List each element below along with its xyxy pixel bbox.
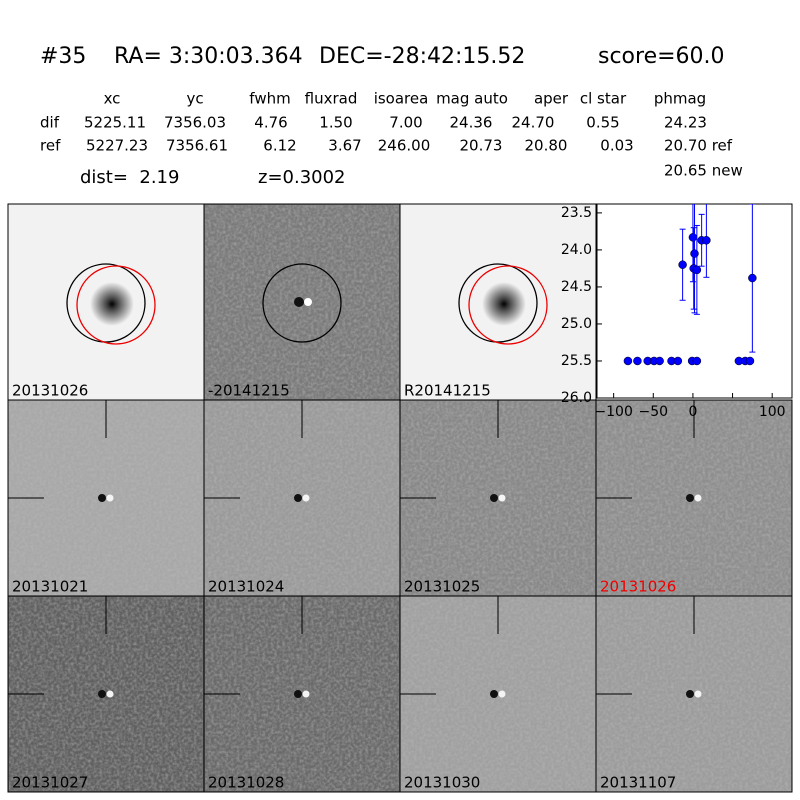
dipole-light: [302, 494, 310, 502]
table-cell: 5227.23: [86, 137, 148, 155]
column-header: cl star: [580, 90, 627, 108]
redshift: z=0.3002: [258, 167, 346, 188]
column-header: fwhm: [249, 90, 290, 108]
data-point: [678, 260, 687, 269]
data-point: [745, 356, 755, 366]
table-cell: 1.50: [319, 114, 352, 132]
table-cell: 20.73: [460, 137, 503, 155]
dipole-dark: [294, 494, 302, 502]
distance: dist= 2.19: [80, 167, 179, 188]
column-header: aper: [534, 90, 569, 108]
x-tick-label: 0: [688, 404, 697, 420]
y-tick-label: 25.0: [561, 316, 592, 332]
aperture-ref: [66, 263, 146, 343]
panel-label: 20131027: [12, 774, 88, 792]
y-tick-label: 26.0: [561, 390, 592, 406]
data-point: [702, 236, 711, 245]
table-cell: 20.80: [525, 137, 568, 155]
panel-label: 20131025: [404, 578, 480, 596]
data-point: [692, 265, 702, 275]
aperture-ref: [262, 263, 342, 343]
table-cell: 4.76: [254, 114, 287, 132]
column-header: mag auto: [436, 90, 508, 108]
x-tick-label: 100: [759, 404, 786, 420]
panel-label: 20131030: [404, 774, 480, 792]
dipole-dark: [490, 494, 498, 502]
object-id: #35: [40, 44, 86, 69]
dipole-dark: [686, 690, 694, 698]
table-cell: 6.12: [263, 137, 296, 155]
dipole-light: [302, 690, 310, 698]
table-cell: 20.70 ref: [664, 137, 733, 155]
table-cell: 7356.03: [164, 114, 226, 132]
column-header: fluxrad: [305, 90, 358, 108]
column-header: yc: [186, 90, 203, 108]
table-cell: 24.23: [664, 114, 707, 132]
dipole-dark: [294, 690, 302, 698]
dipole-light: [106, 690, 114, 698]
table-cell: 24.36: [450, 114, 493, 132]
aperture-new: [76, 265, 156, 345]
dipole-light: [694, 690, 702, 698]
column-header: xc: [104, 90, 121, 108]
row-label: dif: [40, 114, 60, 132]
column-header: isoarea: [374, 90, 429, 108]
data-point: [655, 356, 664, 366]
dipole-dark: [98, 494, 106, 502]
panel-label: 20131028: [208, 774, 284, 792]
y-tick-label: 25.5: [561, 353, 592, 369]
panel-label: 20131107: [600, 774, 676, 792]
dec: DEC=-28:42:15.52: [319, 44, 525, 69]
data-point: [748, 273, 757, 283]
table-cell: 7356.61: [166, 137, 228, 155]
table-cell: 7.00: [389, 114, 422, 132]
panel-label: R20141215: [404, 382, 491, 400]
y-tick-label: 24.0: [561, 242, 592, 258]
table-cell: 3.67: [328, 137, 361, 155]
dipole-light: [694, 494, 702, 502]
table-cell: 5225.11: [84, 114, 146, 132]
galaxy: [90, 282, 134, 326]
dipole-dark: [686, 494, 694, 502]
dipole-light: [106, 494, 114, 502]
aperture-ref: [458, 263, 538, 343]
panel-label: 20131026: [12, 382, 88, 400]
table-cell: 0.03: [600, 137, 633, 155]
score: score=60.0: [598, 44, 725, 69]
data-point: [688, 233, 698, 242]
dipole-light: [498, 690, 506, 698]
x-tick-label: −100: [594, 404, 632, 420]
galaxy: [482, 282, 526, 326]
table-cell: 0.55: [586, 114, 619, 132]
panel-label: 20131021: [12, 578, 88, 596]
data-point: [623, 356, 633, 366]
panel-label: 20131024: [208, 578, 284, 596]
table-cell: 246.00: [378, 137, 431, 155]
aperture-new: [468, 265, 548, 345]
plot-data: [623, 204, 757, 366]
dipole-dark: [490, 690, 498, 698]
ra: RA= 3:30:03.364: [114, 44, 303, 69]
dipole-dark: [98, 690, 106, 698]
data-point: [633, 356, 642, 366]
panel-label: 20131026: [600, 578, 676, 596]
table-cell: 24.70: [512, 114, 555, 132]
data-point: [692, 356, 702, 366]
y-tick-label: 24.5: [561, 279, 592, 295]
dipole-light: [304, 298, 312, 306]
dipole-light: [498, 494, 506, 502]
data-point: [673, 356, 683, 366]
x-tick-label: −50: [639, 404, 669, 420]
row-label: ref: [40, 137, 61, 155]
dipole-dark: [294, 297, 304, 307]
phmag-new: 20.65 new: [664, 162, 743, 180]
panel-label: -20141215: [208, 382, 290, 400]
y-tick-label: 23.5: [561, 205, 592, 221]
column-header: phmag: [654, 90, 706, 108]
